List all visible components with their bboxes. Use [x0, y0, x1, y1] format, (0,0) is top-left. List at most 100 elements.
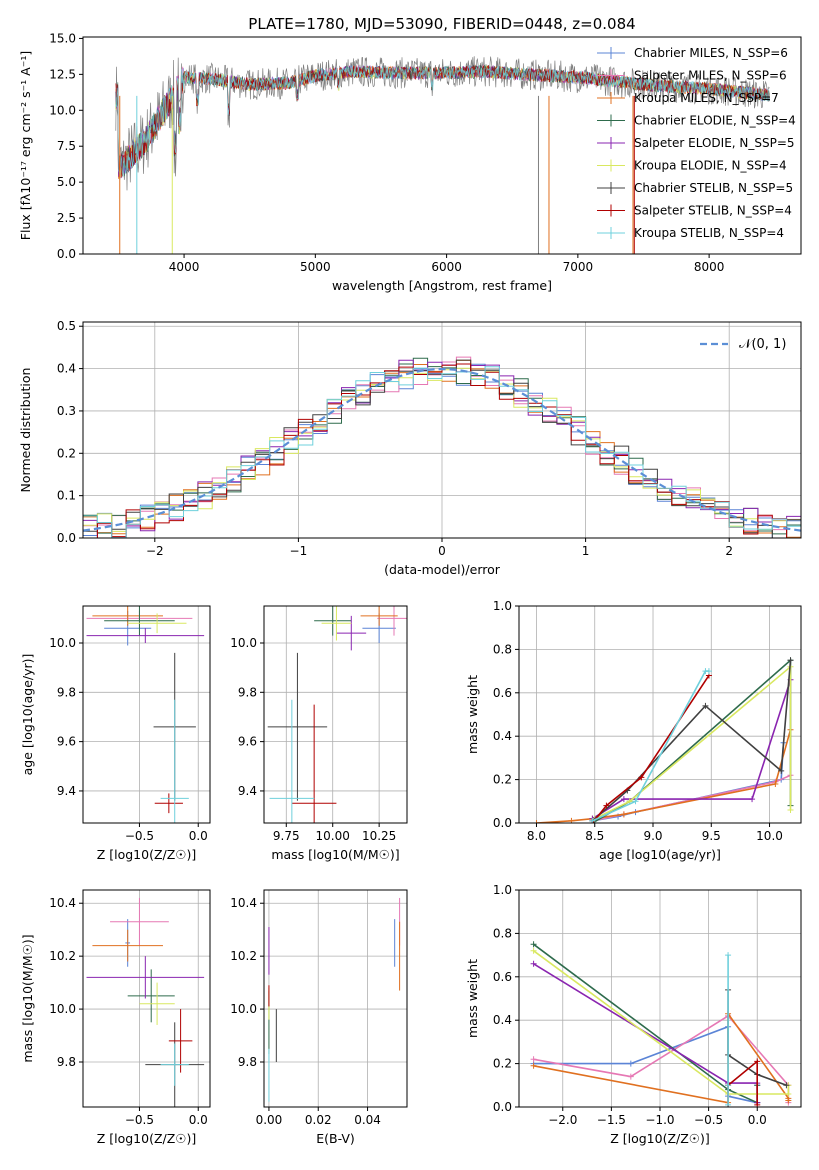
y-tick-label: 9.6: [238, 735, 257, 749]
errorbar-point: [139, 982, 175, 1025]
mass-weight-series: [592, 742, 785, 822]
y-tick-label: 9.8: [238, 685, 257, 699]
x-tick-label: −2: [146, 544, 164, 558]
legend-label: Chabrier STELIB, N_SSP=5: [634, 181, 793, 195]
plot-area: [533, 657, 794, 823]
mass-weight-marker: [530, 1062, 537, 1069]
mass-weight-marker: [627, 1073, 634, 1080]
y-tick-label: 0.5: [57, 319, 76, 333]
axes-frame: [263, 605, 408, 824]
y-axis-label: Normed distribution: [18, 368, 33, 493]
y-tick-label: 1.0: [493, 599, 512, 613]
mass-weight-marker: [725, 952, 732, 959]
x-tick-label: 1: [582, 544, 590, 558]
mass-weight-marker: [785, 1090, 792, 1097]
x-tick-label: 10.00: [316, 829, 350, 843]
x-axis-label: mass [log10(M/M☉)]: [271, 847, 399, 862]
x-axis-label: age [log10(age/yr)]: [599, 847, 721, 862]
axes-frame: [518, 605, 802, 824]
errorbar-point: [86, 956, 205, 999]
legend-label: 𝒩(0, 1): [739, 337, 786, 352]
y-tick-label: 0.1: [57, 489, 76, 503]
x-tick-label: 9.0: [643, 829, 662, 843]
errorbar-point: [360, 606, 398, 626]
spectrum-data-line: [115, 56, 770, 191]
errorbar-point: [86, 628, 205, 643]
mass-weight-series: [594, 665, 792, 820]
legend-label: Salpeter STELIB, N_SSP=4: [634, 204, 792, 218]
x-tick-label: 4000: [169, 260, 200, 274]
legend: Chabrier MILES, N_SSP=6 Salpeter MILES, N…: [597, 46, 796, 240]
errorbar-point: [154, 793, 183, 814]
legend-label: Chabrier ELODIE, N_SSP=4: [634, 114, 796, 128]
chart-massweight-vs-Z: −2.0 −1.5 −1.0 −0.5 0.0 0.0 0.2 0.4 0.6 0.8 1.0 Z […: [465, 883, 802, 1146]
plot-area: [530, 941, 792, 1107]
chart-mass-vs-Z: −0.5 0.0 9.8 10.0 10.2 10.4 Z [log10(Z/Z☉)] mas…: [20, 889, 211, 1146]
mass-weight-marker: [749, 796, 756, 803]
legend-label: Kroupa MILES, N_SSP=7: [634, 91, 779, 105]
mass-weight-marker: [603, 802, 610, 809]
x-tick-label: 0.00: [256, 1113, 283, 1127]
errorbar-point: [168, 1009, 193, 1073]
errorbar-point: [127, 613, 187, 634]
y-axis-label: Flux [fλ10⁻¹⁷ erg cm⁻² s⁻¹ A⁻¹]: [18, 51, 33, 240]
mass-weight-marker: [620, 796, 627, 803]
gaussian-curve: [83, 367, 801, 532]
x-tick-label: 10.0: [756, 829, 783, 843]
y-tick-label: 5.0: [57, 175, 76, 189]
y-axis-label: mass weight: [465, 959, 480, 1038]
legend-label: Kroupa STELIB, N_SSP=4: [634, 226, 784, 240]
legend-label: Salpeter ELODIE, N_SSP=5: [634, 136, 795, 150]
errorbar-point: [267, 652, 328, 801]
mass-weight-marker: [772, 780, 779, 787]
y-tick-label: 0.0: [57, 531, 76, 545]
y-tick-label: 0.0: [57, 247, 76, 261]
mass-weight-marker: [778, 767, 785, 774]
mass-weight-series: [591, 660, 792, 822]
y-tick-label: 0.4: [57, 362, 76, 376]
y-tick-label: 0.6: [493, 970, 512, 984]
axes-frame: [82, 605, 211, 824]
y-tick-label: 9.8: [57, 1055, 76, 1069]
errorbar-point: [160, 1043, 189, 1086]
y-tick-label: 9.4: [57, 784, 76, 798]
plot-area: [267, 606, 407, 823]
plot-area: [115, 56, 770, 254]
mass-weight-series: [592, 774, 791, 822]
axes-frame: [82, 36, 802, 255]
y-axis-label: mass [log10(M/M☉)]: [20, 934, 35, 1062]
y-tick-label: 0.8: [493, 926, 512, 940]
mass-weight-series: [591, 679, 792, 820]
plot-area: [86, 897, 205, 1107]
x-tick-label: 5000: [300, 260, 331, 274]
spectrum-model-line: [115, 64, 770, 178]
x-axis-label: (data-model)/error: [384, 562, 501, 577]
mass-weight-marker: [785, 1097, 792, 1104]
chart-massweight-vs-age: 8.0 8.5 9.0 9.5 10.0 0.0 0.2 0.4 0.6 0.8 1.0 age [l…: [465, 599, 802, 862]
mass-weight-marker: [530, 947, 537, 954]
x-axis-label: Z [log10(Z/Z☉)]: [97, 1131, 197, 1146]
y-tick-label: 1.0: [493, 883, 512, 897]
errorbar-point: [321, 606, 352, 641]
x-tick-label: −1: [290, 544, 308, 558]
chart-mass-vs-EBV: 0.00 0.02 0.04 9.8 10.0 10.2 10.4 E(B-V): [230, 889, 408, 1146]
y-tick-label: 7.5: [57, 139, 76, 153]
y-tick-label: 0.2: [493, 773, 512, 787]
errorbar-point: [92, 606, 163, 626]
x-tick-label: 0: [438, 544, 446, 558]
y-tick-label: 10.0: [49, 636, 76, 650]
figure-title: PLATE=1780, MJD=53090, FIBERID=0448, z=0…: [248, 15, 635, 33]
y-tick-label: 0.8: [493, 642, 512, 656]
axes-frame: [263, 889, 408, 1108]
legend-label: Salpeter MILES, N_SSP=6: [634, 69, 787, 83]
errorbar-point: [377, 606, 407, 636]
legend-label: Kroupa ELODIE, N_SSP=4: [634, 159, 787, 173]
mass-weight-marker: [783, 1082, 790, 1089]
plot-area: [83, 356, 801, 538]
errorbar-point: [104, 606, 175, 636]
histogram-series: [83, 366, 801, 538]
mass-weight-marker: [533, 820, 540, 823]
errorbar-point: [291, 704, 337, 823]
axes-frame: [82, 889, 211, 1108]
y-tick-label: 10.0: [230, 1002, 257, 1016]
